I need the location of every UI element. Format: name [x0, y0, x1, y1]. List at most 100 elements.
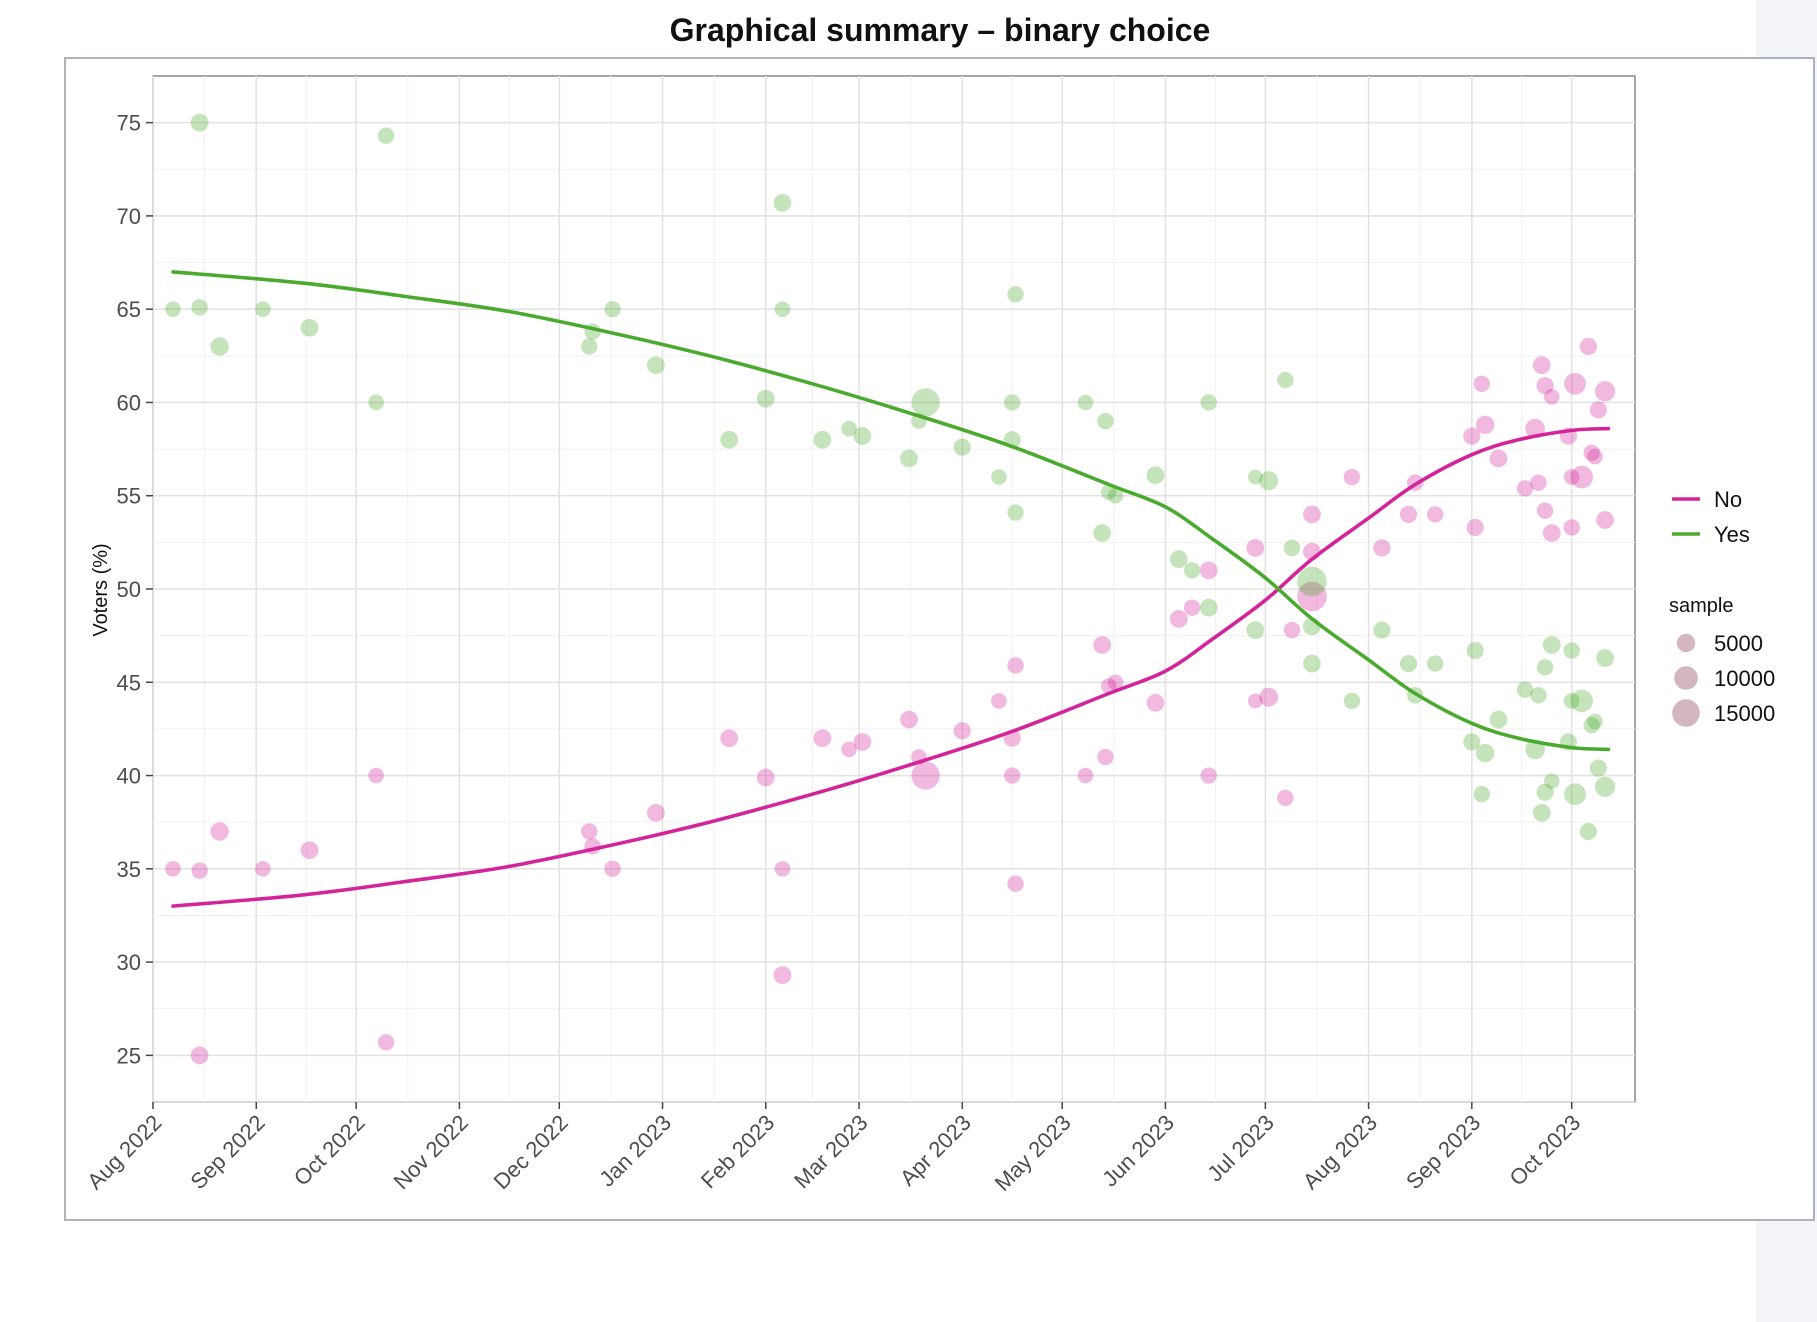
data-point — [1583, 444, 1600, 462]
data-point — [853, 733, 872, 751]
data-point — [773, 193, 792, 212]
data-point — [1594, 381, 1616, 402]
data-point — [165, 861, 181, 877]
data-point — [1587, 713, 1603, 730]
size-legend-label: 10000 — [1714, 666, 1775, 691]
data-point — [1297, 581, 1327, 612]
data-point — [1246, 621, 1265, 639]
data-point — [1007, 504, 1024, 521]
data-point — [1183, 562, 1201, 579]
data-point — [1007, 286, 1024, 303]
data-point — [853, 427, 872, 445]
x-tick-label: Sep 2023 — [1401, 1110, 1485, 1194]
data-point — [911, 388, 940, 417]
data-point — [1277, 371, 1294, 389]
data-point — [1516, 480, 1534, 497]
data-point — [1466, 641, 1484, 660]
size-legend-circle — [1676, 633, 1696, 653]
data-point — [1259, 471, 1279, 491]
data-point — [1097, 748, 1114, 766]
data-point — [1200, 767, 1217, 784]
data-point — [953, 438, 971, 456]
data-point — [1516, 681, 1534, 698]
data-point — [646, 356, 665, 375]
data-point — [377, 1034, 395, 1051]
data-point — [1283, 621, 1301, 639]
data-point — [1169, 550, 1188, 569]
data-point — [1343, 468, 1361, 486]
x-tick-label: Dec 2022 — [489, 1110, 573, 1194]
data-point — [368, 767, 384, 784]
data-point — [1594, 776, 1616, 797]
x-tick-label: Jun 2023 — [1097, 1110, 1179, 1192]
data-point — [1246, 539, 1265, 557]
size-legend-label: 15000 — [1714, 701, 1775, 726]
y-axis-label: Voters (%) — [90, 543, 112, 636]
data-point — [1536, 659, 1554, 676]
data-point — [1463, 427, 1481, 445]
data-point — [581, 823, 598, 840]
data-point — [604, 300, 621, 318]
data-point — [1532, 803, 1551, 822]
x-tick-label: Feb 2023 — [696, 1110, 779, 1193]
data-point — [1093, 636, 1112, 654]
data-point — [1596, 511, 1614, 529]
data-point — [1475, 415, 1495, 435]
data-point — [1297, 566, 1327, 597]
data-point — [1077, 767, 1094, 784]
data-point — [1589, 759, 1607, 777]
data-point — [774, 861, 791, 877]
data-point — [1564, 372, 1586, 395]
data-point — [1563, 519, 1580, 536]
data-point — [1283, 539, 1301, 557]
x-tick-label: Aug 2023 — [1298, 1110, 1382, 1194]
data-point — [1596, 649, 1614, 667]
series-points-yes — [165, 113, 1616, 841]
data-point — [255, 861, 271, 877]
x-tick-label: Mar 2023 — [789, 1110, 872, 1193]
data-point — [1543, 389, 1560, 405]
x-tick-label: Aug 2022 — [82, 1110, 166, 1194]
data-point — [841, 741, 857, 758]
data-point — [1579, 337, 1597, 356]
y-tick-label: 70 — [117, 204, 141, 229]
data-point — [774, 301, 791, 317]
data-point — [255, 301, 271, 317]
data-point — [1583, 716, 1600, 734]
data-point — [1199, 598, 1218, 617]
data-point — [368, 394, 384, 411]
legend: No Yes sample 5000 10000 15000 — [1669, 487, 1775, 727]
data-point — [1373, 621, 1391, 639]
data-point — [1473, 375, 1491, 392]
data-point — [1343, 692, 1361, 710]
data-point — [1579, 822, 1597, 841]
data-point — [1303, 654, 1321, 673]
data-point — [900, 710, 918, 729]
data-point — [1247, 469, 1263, 485]
x-axis: Aug 2022 Sep 2022 Oct 2022 Nov 2022 Dec 2022… — [82, 1102, 1585, 1196]
data-point — [1587, 448, 1603, 465]
data-point — [756, 768, 775, 787]
data-point — [165, 301, 181, 317]
data-point — [1183, 599, 1201, 616]
data-point — [377, 127, 395, 144]
data-point — [1399, 505, 1418, 523]
size-legend-title: sample — [1669, 595, 1733, 617]
data-point — [953, 722, 971, 740]
data-point — [720, 430, 739, 449]
x-tick-label: Jul 2023 — [1202, 1110, 1279, 1187]
trend-line-yes — [171, 270, 1611, 752]
data-point — [1563, 469, 1580, 485]
data-point — [1564, 783, 1586, 806]
data-point — [991, 693, 1007, 709]
data-point — [191, 299, 208, 316]
data-point — [773, 966, 792, 985]
data-point — [1475, 743, 1495, 763]
y-tick-label: 75 — [117, 111, 141, 136]
data-point — [900, 449, 918, 468]
data-point — [300, 318, 319, 337]
data-point — [1536, 502, 1554, 519]
y-axis: 25 30 35 40 45 50 55 60 65 70 75 — [117, 111, 153, 1068]
data-point — [191, 862, 208, 879]
